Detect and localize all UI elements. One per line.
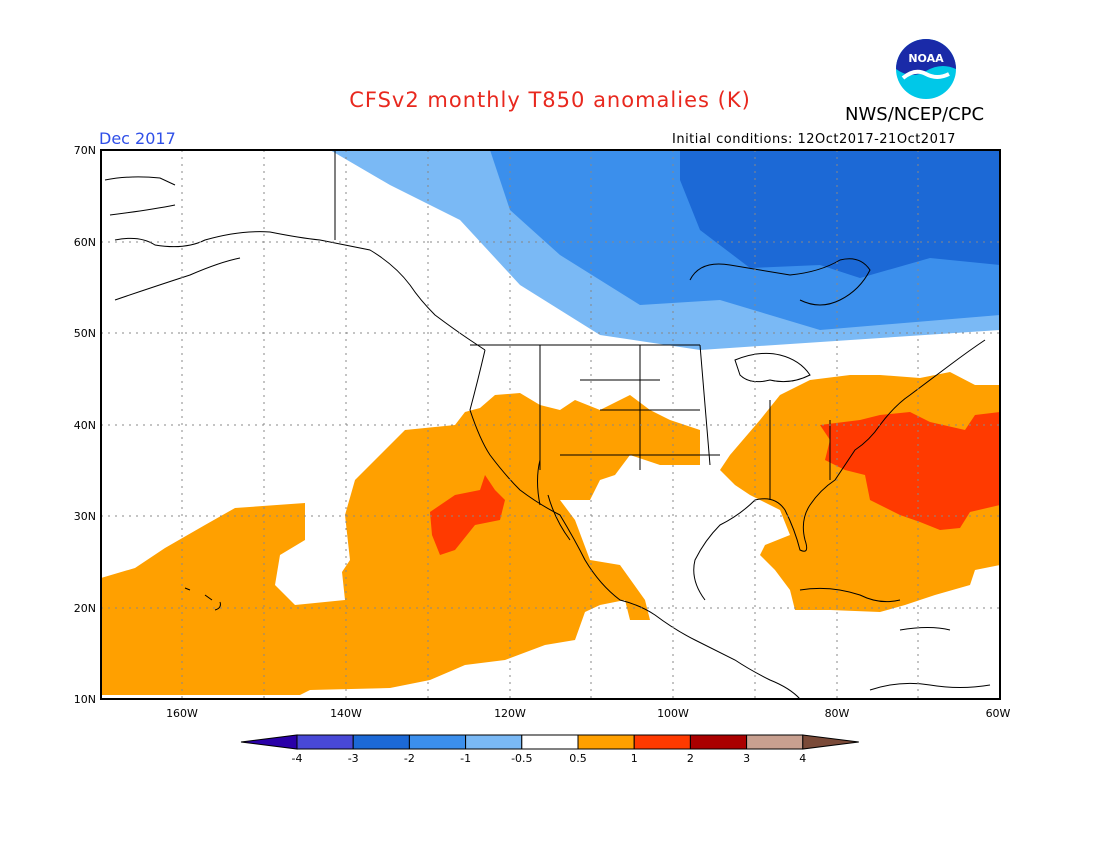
lon-label: 160W xyxy=(166,707,198,720)
coastlines xyxy=(104,150,991,700)
lat-label: 40N xyxy=(74,419,96,432)
legend-arrow-low xyxy=(240,734,298,750)
legend-tick-label: 1 xyxy=(631,752,638,765)
legend-tick-label: 0.5 xyxy=(569,752,587,765)
legend-tick-label: -2 xyxy=(404,752,415,765)
lat-label: 30N xyxy=(74,510,96,523)
lon-label: 140W xyxy=(330,707,362,720)
latitude-labels: 70N 60N 50N 40N 30N 20N 10N xyxy=(74,144,96,706)
lat-label: 70N xyxy=(74,144,96,157)
lat-label: 10N xyxy=(74,693,96,706)
organization-label: NWS/NCEP/CPC xyxy=(845,104,985,125)
lat-label: 20N xyxy=(74,602,96,615)
negative-anomaly-shading xyxy=(330,150,1000,350)
legend-swatch xyxy=(633,734,691,750)
valid-month: Dec 2017 xyxy=(99,129,176,148)
lon-label: 80W xyxy=(825,707,850,720)
legend-tick-label: -3 xyxy=(348,752,359,765)
lat-label: 60N xyxy=(74,236,96,249)
legend-tick-label: 4 xyxy=(799,752,806,765)
color-legend: -4 -3 -2 -1 -0.5 0.5 1 2 3 4 xyxy=(240,734,859,765)
noaa-logo: NOAA xyxy=(896,39,956,99)
legend-tick-label: 2 xyxy=(687,752,694,765)
gridlines xyxy=(101,150,1000,699)
legend-swatch xyxy=(296,734,354,750)
longitude-labels: 160W 140W 120W 100W 80W 60W xyxy=(166,707,1010,720)
lon-label: 120W xyxy=(494,707,526,720)
noaa-logo-text: NOAA xyxy=(908,52,944,65)
legend-tick-label: -0.5 xyxy=(511,752,532,765)
positive-anomaly-shading xyxy=(101,372,1000,695)
lon-label: 100W xyxy=(657,707,689,720)
legend-swatch xyxy=(577,734,635,750)
legend-swatch xyxy=(408,734,467,750)
legend-swatch xyxy=(521,734,579,750)
legend-swatch xyxy=(352,734,410,750)
lat-label: 50N xyxy=(74,327,96,340)
initial-conditions: Initial conditions: 12Oct2017-21Oct2017 xyxy=(672,132,956,147)
lon-label: 60W xyxy=(986,707,1011,720)
map-title: CFSv2 monthly T850 anomalies (K) xyxy=(349,88,751,112)
legend-tick-label: -1 xyxy=(460,752,471,765)
legend-tick-label: 3 xyxy=(743,752,750,765)
legend-swatch xyxy=(689,734,748,750)
legend-swatch xyxy=(746,734,804,750)
legend-tick-label: -4 xyxy=(292,752,303,765)
legend-swatch xyxy=(465,734,523,750)
map-area xyxy=(100,149,1001,700)
map-frame xyxy=(100,149,1001,700)
legend-arrow-high xyxy=(802,734,859,750)
